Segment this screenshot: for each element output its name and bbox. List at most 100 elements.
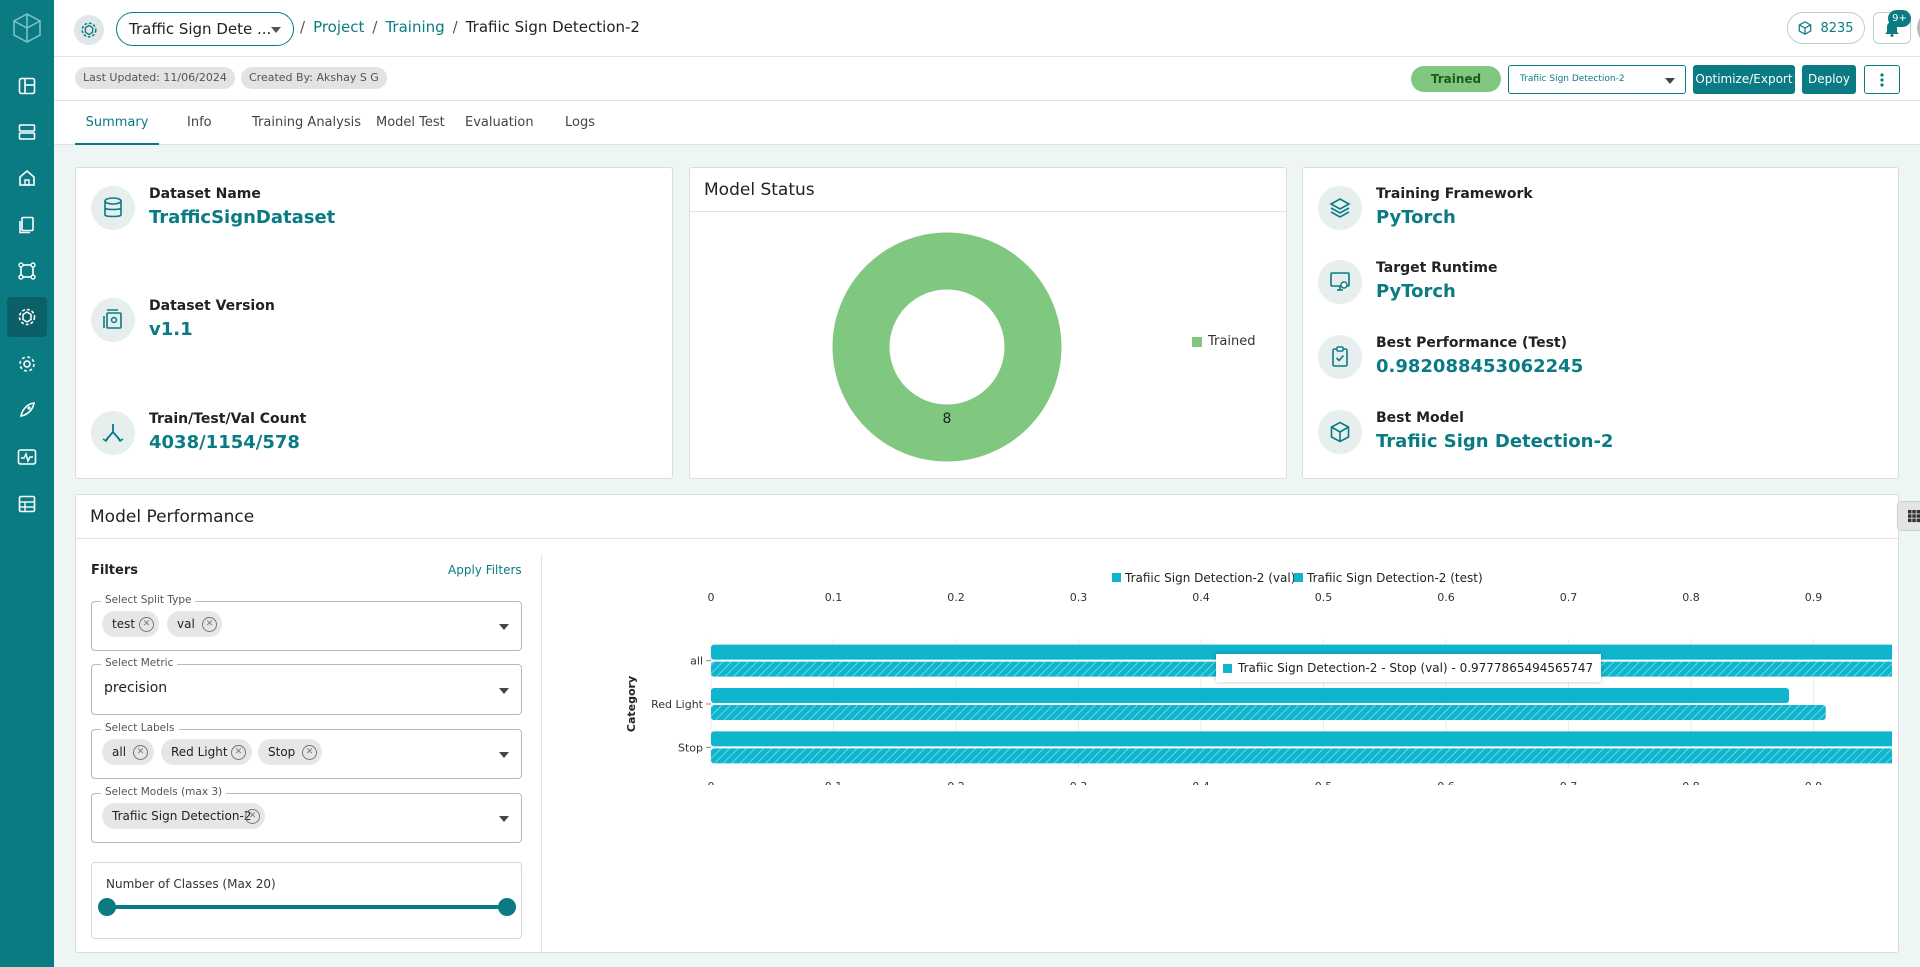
x-tick-label: 0.9 — [1805, 780, 1823, 785]
split-type-select[interactable]: Select Split Type test ✕ val ✕ — [91, 594, 522, 651]
tab-model-test[interactable]: Model Test — [376, 115, 445, 130]
framework-value: PyTorch — [1376, 207, 1456, 228]
remove-chip-icon[interactable]: ✕ — [245, 809, 260, 824]
tab-evaluation[interactable]: Evaluation — [465, 115, 534, 130]
x-tick-label: 0 — [708, 780, 715, 785]
x-tick-label: 0.5 — [1315, 780, 1333, 785]
remove-chip-icon[interactable]: ✕ — [302, 745, 317, 760]
x-tick-label: 0.4 — [1192, 780, 1210, 785]
x-tick-label-top: 0.6 — [1437, 591, 1455, 604]
y-tick-label: Stop — [678, 741, 703, 754]
deploy-icon[interactable] — [7, 390, 47, 430]
legend-swatch-trained — [1192, 337, 1202, 347]
monitoring-icon[interactable] — [7, 437, 47, 477]
bar-val[interactable] — [711, 731, 1892, 747]
logo-icon[interactable] — [11, 12, 43, 48]
x-tick-label: 0.2 — [947, 780, 965, 785]
y-axis-title: Category — [625, 676, 638, 732]
annotation-icon[interactable] — [7, 251, 47, 291]
chevron-down-icon — [1665, 78, 1675, 84]
grid-icon — [1907, 510, 1920, 523]
tooltip-text: Trafiic Sign Detection-2 - Stop (val) - … — [1238, 661, 1594, 675]
table-icon[interactable] — [7, 484, 47, 524]
tab-logs[interactable]: Logs — [565, 115, 595, 130]
x-tick-label-top: 0.5 — [1315, 591, 1333, 604]
donut-slice-trained[interactable] — [832, 232, 1062, 462]
training-icon[interactable] — [7, 297, 47, 337]
apply-filters-link[interactable]: Apply Filters — [448, 563, 522, 577]
more-vertical-icon — [1880, 72, 1884, 87]
documents-icon[interactable] — [7, 205, 47, 245]
model-select[interactable]: Trafiic Sign Detection-2 — [1508, 65, 1686, 94]
chevron-down-icon — [499, 688, 509, 694]
chip-model: Trafiic Sign Detection-2 ✕ — [102, 803, 265, 829]
model-select-value: Trafiic Sign Detection-2 — [1520, 74, 1625, 84]
precision-bar-chart: Trafiic Sign Detection-2 (val) Trafiic Si… — [625, 571, 1892, 785]
runtime-value: PyTorch — [1376, 281, 1456, 302]
slider-handle-max[interactable] — [498, 898, 516, 916]
breadcrumb-training[interactable]: Training — [385, 18, 445, 36]
legend-label[interactable]: Trafiic Sign Detection-2 (val) — [1124, 571, 1295, 585]
chart-axes: 0 0 0.1 0.1 0.2 0.2 0.3 0.3 0.4 0.4 0.5 0.5 0.6 0.6 0.… — [625, 591, 1822, 785]
more-options-button[interactable] — [1864, 65, 1900, 94]
project-select-value: Traffic Sign Dete ... — [129, 20, 272, 38]
models-select[interactable]: Select Models (max 3) Trafiic Sign Detec… — [91, 786, 522, 843]
dashboard-icon[interactable] — [7, 66, 47, 106]
notifications-badge: 9+ — [1888, 10, 1911, 27]
x-tick-label: 0.1 — [825, 780, 843, 785]
grid-view-button[interactable] — [1898, 502, 1920, 530]
sidebar — [0, 0, 54, 967]
framework-label: Training Framework — [1376, 186, 1533, 202]
bar-test[interactable] — [711, 748, 1892, 764]
version-icon — [91, 298, 135, 342]
slider-track — [107, 905, 507, 909]
credits-button[interactable]: 8235 — [1787, 12, 1865, 44]
chip-label: val — [177, 617, 195, 631]
tab-summary[interactable]: Summary — [75, 101, 159, 145]
slider-handle-min[interactable] — [98, 898, 116, 916]
x-tick-label-top: 0.1 — [825, 591, 843, 604]
y-tick-label: Red Light — [651, 698, 704, 711]
sub-header: Last Updated: 11/06/2024 Created By: Aks… — [54, 57, 1920, 101]
dataset-name-value: TrafficSignDataset — [149, 207, 336, 228]
avatar[interactable] — [1917, 10, 1920, 46]
credits-count: 8235 — [1820, 20, 1854, 36]
layers-icon — [1318, 186, 1362, 230]
y-tick-label: all — [690, 655, 703, 668]
x-tick-label-top: 0.2 — [947, 591, 965, 604]
remove-chip-icon[interactable]: ✕ — [139, 617, 154, 632]
bar-val[interactable] — [711, 688, 1789, 703]
card-header-divider — [76, 538, 1898, 539]
status-badge: Trained — [1411, 66, 1501, 92]
project-icon — [74, 15, 104, 45]
remove-chip-icon[interactable]: ✕ — [133, 745, 148, 760]
deploy-button[interactable]: Deploy — [1802, 65, 1856, 94]
breadcrumb-project[interactable]: Project — [313, 18, 365, 36]
x-tick-label: 0.3 — [1070, 780, 1088, 785]
models-label: Select Models (max 3) — [101, 786, 227, 798]
remove-chip-icon[interactable]: ✕ — [202, 617, 217, 632]
x-tick-label-top: 0.8 — [1682, 591, 1700, 604]
chip-label-red-light: Red Light ✕ — [161, 739, 252, 765]
project-select[interactable]: Traffic Sign Dete ... — [116, 12, 294, 46]
optimize-export-button[interactable]: Optimize/Export — [1693, 65, 1795, 94]
runtime-label: Target Runtime — [1376, 260, 1498, 276]
labels-select[interactable]: Select Labels all ✕ Red Light ✕ Stop ✕ — [91, 722, 522, 779]
legend-swatch — [1294, 573, 1303, 582]
tab-training-analysis[interactable]: Training Analysis — [252, 115, 361, 130]
chevron-down-icon — [271, 27, 281, 33]
metric-select[interactable]: Select Metric precision — [91, 657, 522, 715]
chip-label-all: all ✕ — [102, 739, 154, 765]
x-tick-label-top: 0.4 — [1192, 591, 1210, 604]
settings-icon[interactable] — [7, 344, 47, 384]
tab-info[interactable]: Info — [187, 115, 212, 130]
remove-chip-icon[interactable]: ✕ — [231, 745, 246, 760]
cube-icon — [1799, 21, 1812, 35]
bar-test[interactable] — [711, 705, 1826, 720]
classes-slider-box: Number of Classes (Max 20) — [91, 862, 522, 939]
data-icon[interactable] — [7, 112, 47, 152]
legend-swatch — [1112, 573, 1121, 582]
legend-label[interactable]: Trafiic Sign Detection-2 (test) — [1306, 571, 1483, 585]
x-tick-label-top: 0.9 — [1805, 591, 1823, 604]
home-icon[interactable] — [7, 158, 47, 198]
